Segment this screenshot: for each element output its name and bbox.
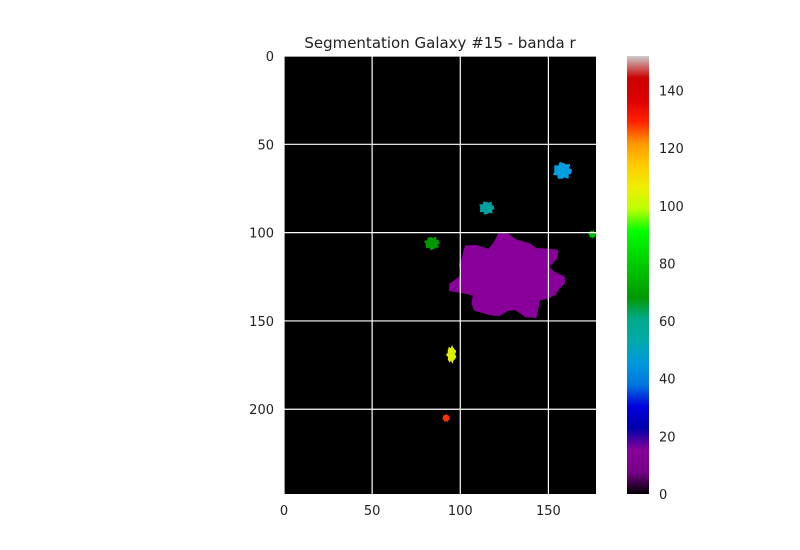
colorbar-tick-label: 40 [659, 373, 676, 388]
segment-62 [479, 201, 495, 215]
segment-shape [442, 414, 451, 422]
segment-shape [424, 236, 440, 251]
segment-134 [442, 414, 451, 422]
x-tick-label: 50 [364, 504, 381, 519]
y-axis: 0 50 100 150 200 [249, 50, 274, 418]
y-tick-label: 0 [266, 50, 274, 65]
x-axis: 0 50 100 150 [280, 504, 561, 519]
colorbar-tick-label: 120 [659, 142, 684, 157]
segment-shape [479, 201, 495, 215]
y-tick-label: 100 [249, 227, 274, 242]
segment-shape [553, 162, 572, 179]
chart-title: Segmentation Galaxy #15 - banda r [304, 34, 576, 52]
segment-10 [448, 233, 565, 318]
y-tick-label: 200 [249, 403, 274, 418]
colorbar-tick-label: 100 [659, 200, 684, 215]
grid [283, 55, 596, 494]
y-tick-label: 150 [249, 315, 274, 330]
x-tick-label: 100 [448, 504, 473, 519]
colorbar-tick-label: 60 [659, 315, 676, 330]
colorbar: 0 20 40 60 80 100 120 140 [627, 56, 684, 503]
colorbar-gradient [627, 56, 649, 494]
x-tick-label: 150 [536, 504, 561, 519]
segment-shape [448, 233, 565, 318]
segment-103 [446, 345, 457, 364]
segment-72 [424, 236, 440, 251]
colorbar-tick-label: 0 [659, 488, 667, 503]
x-tick-label: 0 [280, 504, 288, 519]
colorbar-tick-label: 140 [659, 85, 684, 100]
y-tick-label: 50 [257, 138, 274, 153]
segment-shape [446, 345, 457, 364]
segment-45 [553, 162, 572, 179]
colorbar-tick-label: 20 [659, 430, 676, 445]
colorbar-tick-label: 80 [659, 257, 676, 272]
segmentation-image [284, 56, 597, 494]
